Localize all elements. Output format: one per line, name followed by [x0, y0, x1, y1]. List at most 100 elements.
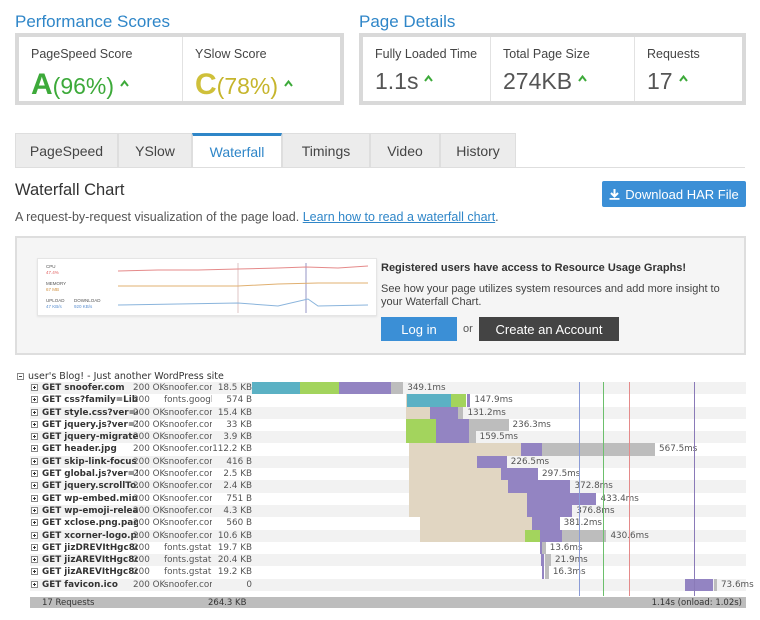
expand-icon[interactable]	[31, 470, 38, 478]
timing-marker-line	[603, 382, 604, 596]
tab-pagespeed[interactable]: PageSpeed	[15, 133, 118, 167]
expand-icon[interactable]	[31, 506, 38, 514]
request-time-label: 236.3ms	[512, 419, 551, 430]
resource-usage-promo: CPU 47.4% MEMORY 67 MB UPLOAD 47 KB/s DO…	[15, 236, 746, 355]
yslow-grade: C	[195, 68, 217, 101]
request-time-label: 226.5ms	[510, 456, 550, 467]
timeline-segment-wait	[527, 504, 573, 518]
tab-yslow[interactable]: YSlow	[118, 133, 192, 167]
promo-headline: Registered users have access to Resource…	[381, 262, 687, 274]
expand-icon[interactable]	[31, 494, 38, 502]
load-time-label: Fully Loaded Time	[375, 47, 478, 61]
waterfall-chart-title: Waterfall Chart	[15, 181, 125, 199]
graph-memory-value: 67 MB	[46, 287, 60, 292]
requests-number: 17	[647, 68, 673, 94]
expand-icon[interactable]	[31, 580, 38, 588]
expand-icon[interactable]	[31, 396, 38, 404]
timeline-segment-wait	[520, 443, 543, 456]
expand-icon[interactable]	[31, 420, 38, 428]
expand-icon[interactable]	[31, 445, 38, 453]
timeline-segment-connect	[299, 382, 339, 395]
page-size-number: 274KB	[503, 68, 573, 94]
login-button[interactable]: Log in	[381, 317, 457, 341]
request-status: 200 OK	[133, 444, 166, 455]
waterfall-page-header[interactable]: user's Blog! - Just another WordPress si…	[17, 371, 224, 382]
request-domain: snoofer.com	[164, 432, 212, 443]
timeline-segment-connect	[451, 394, 467, 407]
expand-icon[interactable]	[31, 433, 38, 441]
timeline-segment-wait	[501, 468, 538, 481]
tab-divider	[15, 167, 745, 168]
waterfall-help-link[interactable]: Learn how to read a waterfall chart	[302, 210, 496, 224]
request-time-label: 16.3ms	[552, 567, 586, 578]
page-size-cell: Total Page Size 274KB	[491, 37, 635, 101]
page-details-panel: Fully Loaded Time 1.1s Total Page Size 2…	[359, 33, 746, 105]
request-timeline: 21.9ms	[252, 554, 746, 567]
tab-video[interactable]: Video	[370, 133, 440, 167]
expand-icon[interactable]	[31, 384, 38, 391]
expand-icon[interactable]	[31, 482, 38, 490]
request-domain: snoofer.com	[164, 481, 212, 492]
request-size: 2.4 KB	[223, 481, 252, 492]
timeline-segment-wait	[436, 418, 469, 432]
request-domain: snoofer.com	[164, 383, 212, 393]
timing-marker-line	[629, 382, 630, 596]
expand-icon[interactable]	[31, 457, 38, 465]
or-text: or	[463, 323, 473, 335]
graph-cpu-label: CPU	[46, 264, 56, 269]
request-size: 19.7 KB	[217, 542, 252, 553]
download-har-label: Download HAR File	[625, 186, 739, 202]
request-timeline: 147.9ms	[252, 394, 746, 407]
expand-icon[interactable]	[31, 531, 38, 539]
request-status: 200 OK	[133, 383, 166, 393]
timeline-segment-connect	[525, 529, 541, 542]
tab-waterfall[interactable]: Waterfall	[192, 133, 282, 167]
tab-history[interactable]: History	[440, 133, 516, 167]
tab-timings[interactable]: Timings	[282, 133, 370, 167]
request-timeline: 433.4ms	[252, 492, 746, 505]
collapse-icon[interactable]	[17, 373, 24, 380]
download-har-button[interactable]: Download HAR File	[602, 181, 746, 207]
request-time-label: 21.9ms	[555, 555, 588, 566]
expand-icon[interactable]	[31, 543, 38, 551]
request-url: GET header.jpg	[42, 444, 117, 455]
expand-icon[interactable]	[31, 408, 38, 416]
timeline-segment-wait	[541, 566, 545, 579]
request-time-label: 131.2ms	[467, 407, 506, 418]
timeline-segment-receive	[542, 541, 546, 555]
request-time-label: 381.2ms	[563, 518, 602, 529]
expand-icon[interactable]	[31, 568, 38, 576]
request-url: GET favicon.ico	[42, 579, 118, 590]
expand-icon[interactable]	[31, 556, 38, 564]
waterfall-description-suffix: .	[495, 210, 499, 224]
timeline-segment-wait	[338, 382, 391, 395]
create-account-button[interactable]: Create an Account	[479, 317, 619, 341]
request-size: 416 B	[226, 456, 252, 467]
expand-icon[interactable]	[31, 519, 38, 527]
request-domain: snoofer.com	[164, 493, 212, 504]
request-size: 10.6 KB	[217, 530, 252, 541]
request-time-label: 73.6ms	[720, 579, 754, 590]
request-url: GET snoofer.com	[42, 383, 125, 393]
up-arrow-icon	[284, 79, 293, 88]
request-domain: snoofer.com	[164, 530, 212, 541]
timeline-segment-wait	[429, 406, 458, 419]
request-status: 200 OK	[133, 505, 166, 516]
